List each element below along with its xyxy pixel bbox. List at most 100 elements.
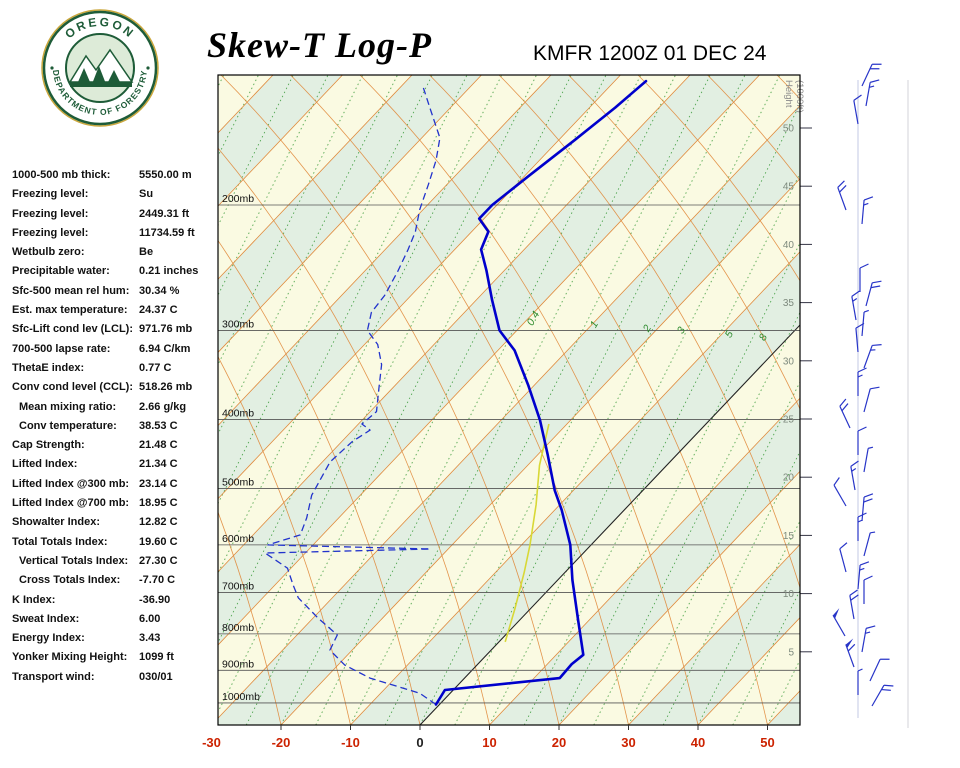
pressure-label: 900mb	[222, 658, 254, 670]
stat-row: Lifted Index @300 mb: 23.14 C	[12, 475, 217, 494]
temperature-axis: -30 -20 -10 0 10 20 30 40 50	[202, 725, 775, 750]
stat-row: Sfc-500 mean rel hum: 30.34 %	[12, 282, 217, 301]
stat-value: 27.30 C	[139, 554, 178, 567]
stat-label: K Index:	[12, 593, 56, 606]
stat-row: Freezing level: 2449.31 ft	[12, 205, 217, 224]
wind-barb-icon	[861, 63, 882, 87]
stat-row: Total Totals Index: 19.60 C	[12, 533, 217, 552]
pressure-label: 1000mb	[222, 691, 260, 703]
stat-row: ThetaE index: 0.77 C	[12, 359, 217, 378]
stat-label: Sweat Index:	[12, 612, 80, 625]
stat-label: Conv temperature:	[19, 419, 117, 432]
wind-barb-icon	[861, 309, 869, 337]
stat-value: -7.70 C	[139, 574, 176, 587]
stat-value: 1099 ft	[139, 651, 174, 664]
stat-value: Be	[139, 246, 154, 259]
wind-barb-icon	[871, 684, 894, 707]
stat-label: Energy Index:	[12, 632, 85, 645]
height-tick-label: 45	[783, 182, 795, 193]
height-tick-label: 10	[783, 589, 795, 600]
stat-row: Sweat Index: 6.00	[12, 610, 217, 629]
temp-tick-label: 20	[552, 735, 566, 750]
stat-label: Precipitable water:	[12, 265, 110, 278]
stat-row: Conv cond level (CCL): 518.26 mb	[12, 378, 217, 397]
stat-row: 1000-500 mb thick: 5550.00 m	[12, 166, 217, 185]
chart-border	[217, 74, 801, 726]
temp-tick-label: -10	[341, 735, 360, 750]
wind-barb-icon	[869, 658, 890, 682]
wind-barb-icon	[863, 386, 880, 413]
stat-value: 3.43	[139, 632, 161, 645]
wind-barb-icon	[861, 493, 874, 522]
stat-value: 6.94 C/km	[139, 342, 191, 355]
stat-row: Lifted Index @700 mb: 18.95 C	[12, 494, 217, 513]
mixing-ratio-label: 3	[675, 325, 688, 336]
pressure-label: 700mb	[222, 581, 254, 593]
isotherms	[218, 75, 800, 725]
wind-barb-icon	[851, 290, 860, 321]
stat-row: Cap Strength: 21.48 C	[12, 436, 217, 455]
stat-value: 19.60 C	[139, 535, 178, 548]
temp-tick-label: 40	[691, 735, 705, 750]
stat-row: Freezing level: 11734.59 ft	[12, 224, 217, 243]
temp-tick-label: -30	[202, 735, 221, 750]
stat-value: 030/01	[139, 670, 173, 683]
page-title: Skew-T Log-P	[207, 25, 432, 65]
wind-barb-icon	[857, 512, 867, 541]
stat-label: Freezing level:	[12, 226, 89, 239]
stat-value: Su	[139, 188, 154, 201]
logo-tree-icon	[92, 66, 106, 84]
wind-barb-icon	[861, 196, 874, 225]
height-tick-label: 35	[783, 298, 795, 309]
stat-label: Freezing level:	[12, 188, 89, 201]
stat-row: Conv temperature: 38.53 C	[12, 417, 217, 436]
stat-label: Conv cond level (CCL):	[12, 381, 134, 394]
wind-barb-icon	[837, 180, 847, 211]
stat-value: 5550.00 m	[139, 169, 192, 181]
height-tick-label: 50	[783, 124, 795, 135]
stat-value: 2.66 g/kg	[139, 400, 187, 413]
stat-value: 23.14 C	[139, 477, 178, 490]
stat-row: Showalter Index: 12.82 C	[12, 513, 217, 532]
stat-row: Vertical Totals Index: 27.30 C	[12, 552, 217, 571]
wind-barb-icon	[865, 280, 882, 307]
logo-tree-icon	[78, 68, 90, 82]
dry-adiabats	[218, 75, 800, 725]
stat-value: 12.82 C	[139, 516, 178, 529]
pressure-label: 300mb	[222, 318, 254, 330]
stat-label: Lifted Index @700 mb:	[12, 497, 130, 510]
dewpoint-trace	[264, 87, 441, 706]
height-tick-label: 25	[783, 415, 795, 426]
stat-label: 1000-500 mb thick:	[12, 169, 111, 181]
height-tick-label: 15	[783, 531, 795, 542]
stat-label: Yonker Mixing Height:	[12, 651, 128, 664]
wind-barb-icon	[863, 343, 882, 369]
height-tick-label: 40	[783, 240, 795, 251]
stat-row: Transport wind: 030/01	[12, 668, 217, 687]
stat-value: 6.00	[139, 612, 161, 625]
stat-label: Showalter Index:	[12, 516, 101, 529]
parcel-trace	[504, 423, 550, 643]
stat-value: -36.90	[139, 593, 171, 606]
mixing-ratio-label: 5	[723, 329, 736, 340]
stat-value: 0.21 inches	[139, 265, 199, 278]
wind-barb-icon	[857, 426, 867, 455]
wind-barb-icon	[853, 94, 862, 125]
wind-barb-icon	[833, 477, 847, 507]
temp-tick-label: 30	[621, 735, 635, 750]
stat-label: 700-500 lapse rate:	[12, 342, 111, 355]
stat-value: 30.34 %	[139, 284, 180, 297]
stat-row: Lifted Index: 21.34 C	[12, 455, 217, 474]
wind-barb-icon	[859, 263, 869, 292]
wind-barb-icon	[863, 531, 876, 557]
stat-label: Wetbulb zero:	[12, 246, 85, 259]
stat-value: 24.37 C	[139, 304, 178, 317]
wind-barbs	[832, 63, 894, 707]
stat-row: Cross Totals Index: -7.70 C	[12, 571, 217, 590]
stat-label: Total Totals Index:	[12, 535, 108, 548]
wind-barb-icon	[865, 79, 880, 107]
height-tick-label: 5	[788, 647, 794, 658]
height-tick-label: 20	[783, 473, 795, 484]
stat-label: Lifted Index @300 mb:	[12, 477, 130, 490]
